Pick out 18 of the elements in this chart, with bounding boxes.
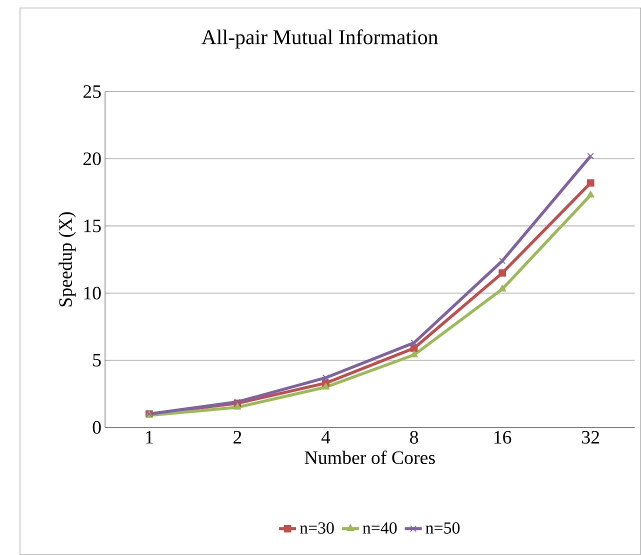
x-tick-label: 2 [234,430,242,444]
x-tick-label: 8 [410,430,418,444]
y-tick-label: 10 [84,286,101,300]
y-axis-title: Speedup (X) [58,212,76,306]
y-tick-label: 15 [84,220,101,232]
y-tick-label: 25 [83,85,101,98]
legend-label: n=50 [426,522,460,534]
legend-label: n=30 [300,522,334,534]
y-tick-label: 0 [92,421,101,434]
chart-title: All-pair Mutual Information [202,29,438,49]
y-tick-label: 20 [83,152,101,166]
x-tick-label: 32 [582,430,600,444]
x-tick-label: 4 [321,430,330,444]
x-axis-title: Number of Cores [304,450,435,464]
x-tick-label: 1 [146,430,153,444]
legend-label: n=40 [362,522,397,534]
x-tick-label: 16 [494,430,512,444]
y-tick-label: 5 [93,354,101,367]
